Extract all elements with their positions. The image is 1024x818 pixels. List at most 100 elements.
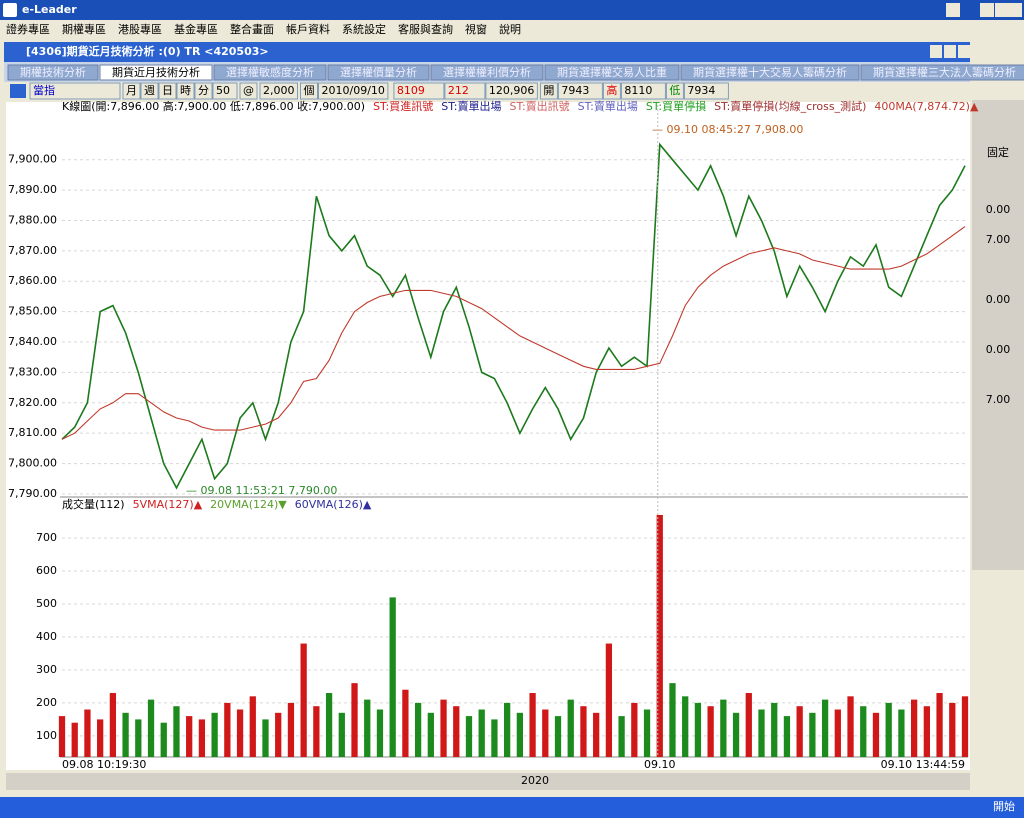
volume-bar — [834, 709, 841, 757]
y-tick-label: 7,900.00 — [8, 153, 57, 166]
menu-item[interactable]: 基金專區 — [174, 22, 218, 36]
legend-entry: 60VMA(126)▲ — [295, 498, 372, 511]
volume-bar — [872, 712, 880, 757]
y-tick-label: 7,840.00 — [8, 335, 57, 348]
tab[interactable]: 期貨選擇權交易人比重 — [544, 64, 680, 81]
volume-bar — [758, 709, 765, 757]
y-tick-label: 7,860.00 — [8, 274, 57, 287]
volume-bar — [287, 702, 295, 757]
toolbar-box — [176, 82, 195, 100]
tab-shape — [7, 64, 99, 81]
volume-bar — [821, 699, 829, 757]
tab[interactable]: 選擇權價量分析 — [327, 64, 430, 81]
tab[interactable]: 選擇權權利價分析 — [430, 64, 544, 81]
volume-bar — [732, 712, 740, 757]
tab-shape — [99, 64, 213, 81]
toolbar-high_label: 高 — [606, 83, 617, 97]
volume-bar — [936, 693, 943, 757]
y-tick-label: 7,880.00 — [8, 213, 57, 226]
volume-bar — [389, 597, 396, 757]
volume-bar — [745, 693, 752, 757]
volume-bar — [453, 706, 460, 757]
volume-bar — [961, 696, 969, 757]
tab[interactable]: 期貨選擇權十大交易人籌碼分析 — [680, 64, 860, 81]
child-maximize[interactable] — [944, 45, 956, 58]
app-title-bar — [0, 0, 1024, 20]
tab[interactable]: 期貨選擇權三大法人籌碼分析 — [860, 64, 1024, 81]
toolbar-box — [318, 82, 389, 100]
toolbar-date: 2010/09/10 — [322, 84, 385, 97]
minimize-button[interactable] — [980, 3, 994, 17]
menu-item[interactable]: 帳戶資料 — [286, 22, 330, 36]
volume-bar — [364, 699, 371, 757]
y-tick-label: 7,820.00 — [8, 396, 57, 409]
menu-item[interactable]: 期權專區 — [62, 23, 106, 36]
volume-bar — [542, 709, 549, 757]
ma-line — [61, 226, 966, 440]
chart-pane — [6, 102, 970, 770]
volume-bar — [338, 712, 345, 757]
toolbar-box — [212, 82, 238, 100]
y-tick-label: 700 — [36, 531, 57, 544]
menu-item[interactable]: 客服與查詢 — [398, 22, 453, 36]
side-label: 固定 — [987, 145, 1009, 159]
toolbar-volume: 120,906 — [489, 84, 535, 97]
volume-bar — [949, 702, 956, 757]
toolbar-open: 7943 — [561, 84, 589, 97]
tab-label: 期貨近月技術分析 — [112, 65, 200, 79]
tab-shape — [680, 64, 860, 81]
menu-item[interactable]: 視窗 — [465, 22, 487, 36]
child-close[interactable] — [958, 45, 970, 58]
menu-item[interactable]: 系統設定 — [342, 22, 386, 36]
app-title: e-Leader — [22, 3, 77, 16]
tab-shape — [860, 64, 1024, 81]
volume-bar — [860, 706, 867, 757]
toolbar-box — [29, 82, 121, 100]
close-button[interactable] — [1008, 3, 1022, 17]
restore-button[interactable] — [946, 3, 960, 17]
volume-bar — [262, 719, 269, 757]
toolbar-price: 8109 — [397, 84, 425, 97]
menu-item[interactable]: 整合畫面 — [230, 22, 274, 36]
toolbar-amount: 2,000 — [263, 84, 295, 97]
volume-bar — [567, 699, 574, 757]
toolbar-at: @ — [243, 84, 254, 97]
tab[interactable]: 期貨近月技術分析 — [99, 64, 213, 81]
volume-bar — [313, 706, 320, 757]
volume-bar — [580, 706, 587, 757]
volume-bar — [847, 696, 854, 757]
scrollbar[interactable] — [6, 773, 970, 790]
tab-shape — [213, 64, 327, 81]
volume-bar — [504, 702, 511, 757]
volume-bar — [516, 712, 523, 757]
tab-label: 期貨選擇權十大交易人籌碼分析 — [693, 65, 847, 79]
menu-item[interactable]: 證券專區 — [6, 22, 50, 36]
tab-shape — [327, 64, 430, 81]
side-label: 0.00 — [986, 343, 1011, 356]
child-minimize[interactable] — [930, 45, 942, 58]
tab[interactable]: 期權技術分析 — [7, 64, 99, 81]
volume-bar — [656, 514, 663, 757]
tab-shape — [544, 64, 680, 81]
tab[interactable]: 選擇權敏感度分析 — [213, 64, 327, 81]
maximize-button[interactable] — [995, 3, 1009, 17]
volume-bar — [427, 712, 434, 757]
legend-entry: K線圖(開:7,896.00 高:7,900.00 低:7,896.00 收:7… — [62, 99, 365, 113]
volume-bar — [135, 719, 142, 757]
volume-bar — [160, 722, 167, 757]
toolbar-box — [122, 82, 141, 100]
toolbar-unit: 個 — [304, 84, 315, 97]
volume-bar — [109, 693, 117, 757]
toolbar-periods-0: 月 — [126, 84, 137, 97]
tab-label: 選擇權敏感度分析 — [226, 65, 314, 79]
y-tick-label: 500 — [36, 597, 57, 610]
menu-item[interactable]: 說明 — [499, 22, 521, 36]
y-tick-label: 300 — [36, 663, 57, 676]
volume-bar — [351, 683, 358, 757]
volume-bar — [249, 696, 256, 757]
toolbar-icon[interactable] — [10, 84, 26, 98]
toolbar-box — [194, 82, 213, 100]
menu-item[interactable]: 港股專區 — [118, 23, 162, 36]
annotation: — 09.10 08:45:27 7,908.00 — [652, 123, 803, 136]
